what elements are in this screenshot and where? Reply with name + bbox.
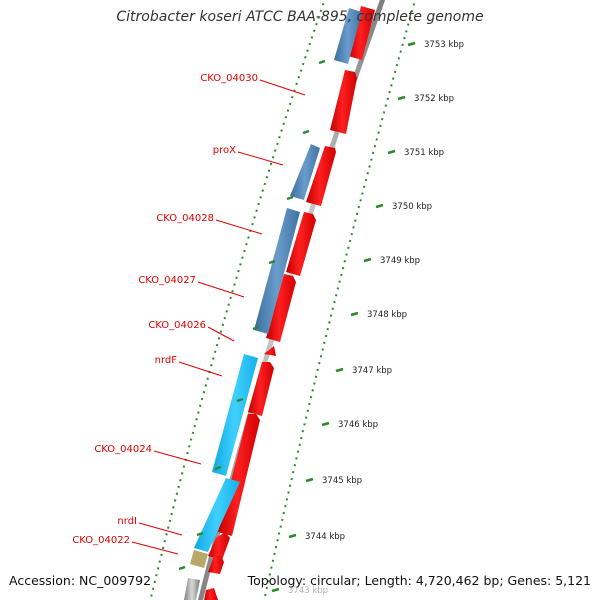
- gene-leader-line: [153, 450, 202, 465]
- kbp-tick: [363, 257, 372, 263]
- kbp-tick: [397, 95, 406, 101]
- rna-feature: [190, 550, 208, 568]
- inner-dotted-ring: [149, 0, 326, 600]
- kbp-tick-label: 3748 kbp: [367, 310, 407, 320]
- kbp-tick-label: 3746 kbp: [338, 420, 378, 430]
- cds-reverse-4: [212, 354, 258, 476]
- kbp-tick: [335, 367, 344, 373]
- gene-leader-line: [207, 326, 235, 342]
- gene-label: CKO_04027: [138, 275, 196, 286]
- genome-summary: Topology: circular; Length: 4,720,462 bp…: [247, 573, 591, 588]
- gene-leader-line: [131, 541, 179, 555]
- gene-label: proX: [213, 145, 236, 156]
- kbp-tick-label: 3747 kbp: [352, 366, 392, 376]
- gene-label: CKO_04022: [72, 535, 130, 546]
- cds-reverse-2: [290, 144, 320, 200]
- kbp-tick-label: 3752 kbp: [414, 94, 454, 104]
- gene-leader-line: [259, 79, 306, 96]
- gray-feature: [184, 578, 200, 600]
- inner-tick: [214, 465, 222, 471]
- gene-leader-line: [215, 219, 263, 235]
- map-title: Citrobacter koseri ATCC BAA-895, complet…: [116, 9, 484, 25]
- gene-label: CKO_04026: [148, 320, 206, 331]
- cds-forward-5: [266, 274, 296, 342]
- cds-reverse-1: [334, 8, 362, 64]
- gene-label: CKO_04024: [94, 444, 152, 455]
- cds-forward-7: [248, 362, 274, 416]
- cds-forward-6: [264, 346, 276, 356]
- kbp-tick-label: 3750 kbp: [392, 202, 432, 212]
- inner-tick: [196, 531, 204, 537]
- cds-forward-4: [286, 212, 316, 276]
- kbp-tick: [387, 149, 396, 155]
- gene-leader-line: [237, 151, 284, 166]
- kbp-tick: [321, 421, 330, 427]
- gene-leader-line: [138, 522, 183, 536]
- kbp-tick: [288, 533, 297, 539]
- cds-forward-10: [208, 556, 224, 574]
- gene-label: nrdI: [117, 516, 137, 527]
- kbp-tick-label: 3743 kbp: [288, 586, 328, 596]
- cds-reverse-3: [254, 208, 300, 334]
- cds-forward-9: [208, 532, 230, 560]
- cds-reverse-5: [194, 478, 240, 552]
- kbp-tick: [375, 203, 384, 209]
- cds-forward-1: [348, 6, 375, 60]
- accession-text: Accession: NC_009792: [9, 573, 152, 588]
- inner-tick: [302, 129, 310, 135]
- inner-tick: [318, 59, 326, 65]
- gene-leader-line: [197, 281, 245, 298]
- gene-label: nrdF: [155, 355, 178, 366]
- gene-label: CKO_04028: [156, 213, 214, 224]
- inner-tick: [286, 195, 294, 201]
- cds-forward-3: [306, 146, 336, 206]
- inner-tick: [252, 325, 260, 331]
- kbp-tick-label: 3751 kbp: [404, 148, 444, 158]
- kbp-tick: [305, 477, 314, 483]
- inner-tick: [178, 565, 186, 571]
- inner-tick: [268, 259, 276, 265]
- kbp-tick: [407, 41, 416, 47]
- kbp-tick: [271, 587, 280, 593]
- kbp-tick-label: 3745 kbp: [322, 476, 362, 486]
- cds-forward-2: [330, 70, 357, 134]
- cds-forward-11: [204, 588, 218, 600]
- kbp-tick-label: 3749 kbp: [380, 256, 420, 266]
- kbp-tick: [350, 311, 359, 317]
- gene-leader-line: [178, 361, 223, 377]
- inner-tick: [236, 397, 244, 403]
- kbp-tick-label: 3744 kbp: [305, 532, 345, 542]
- gene-label: CKO_04030: [200, 73, 258, 84]
- kbp-tick-label: 3753 kbp: [424, 40, 464, 50]
